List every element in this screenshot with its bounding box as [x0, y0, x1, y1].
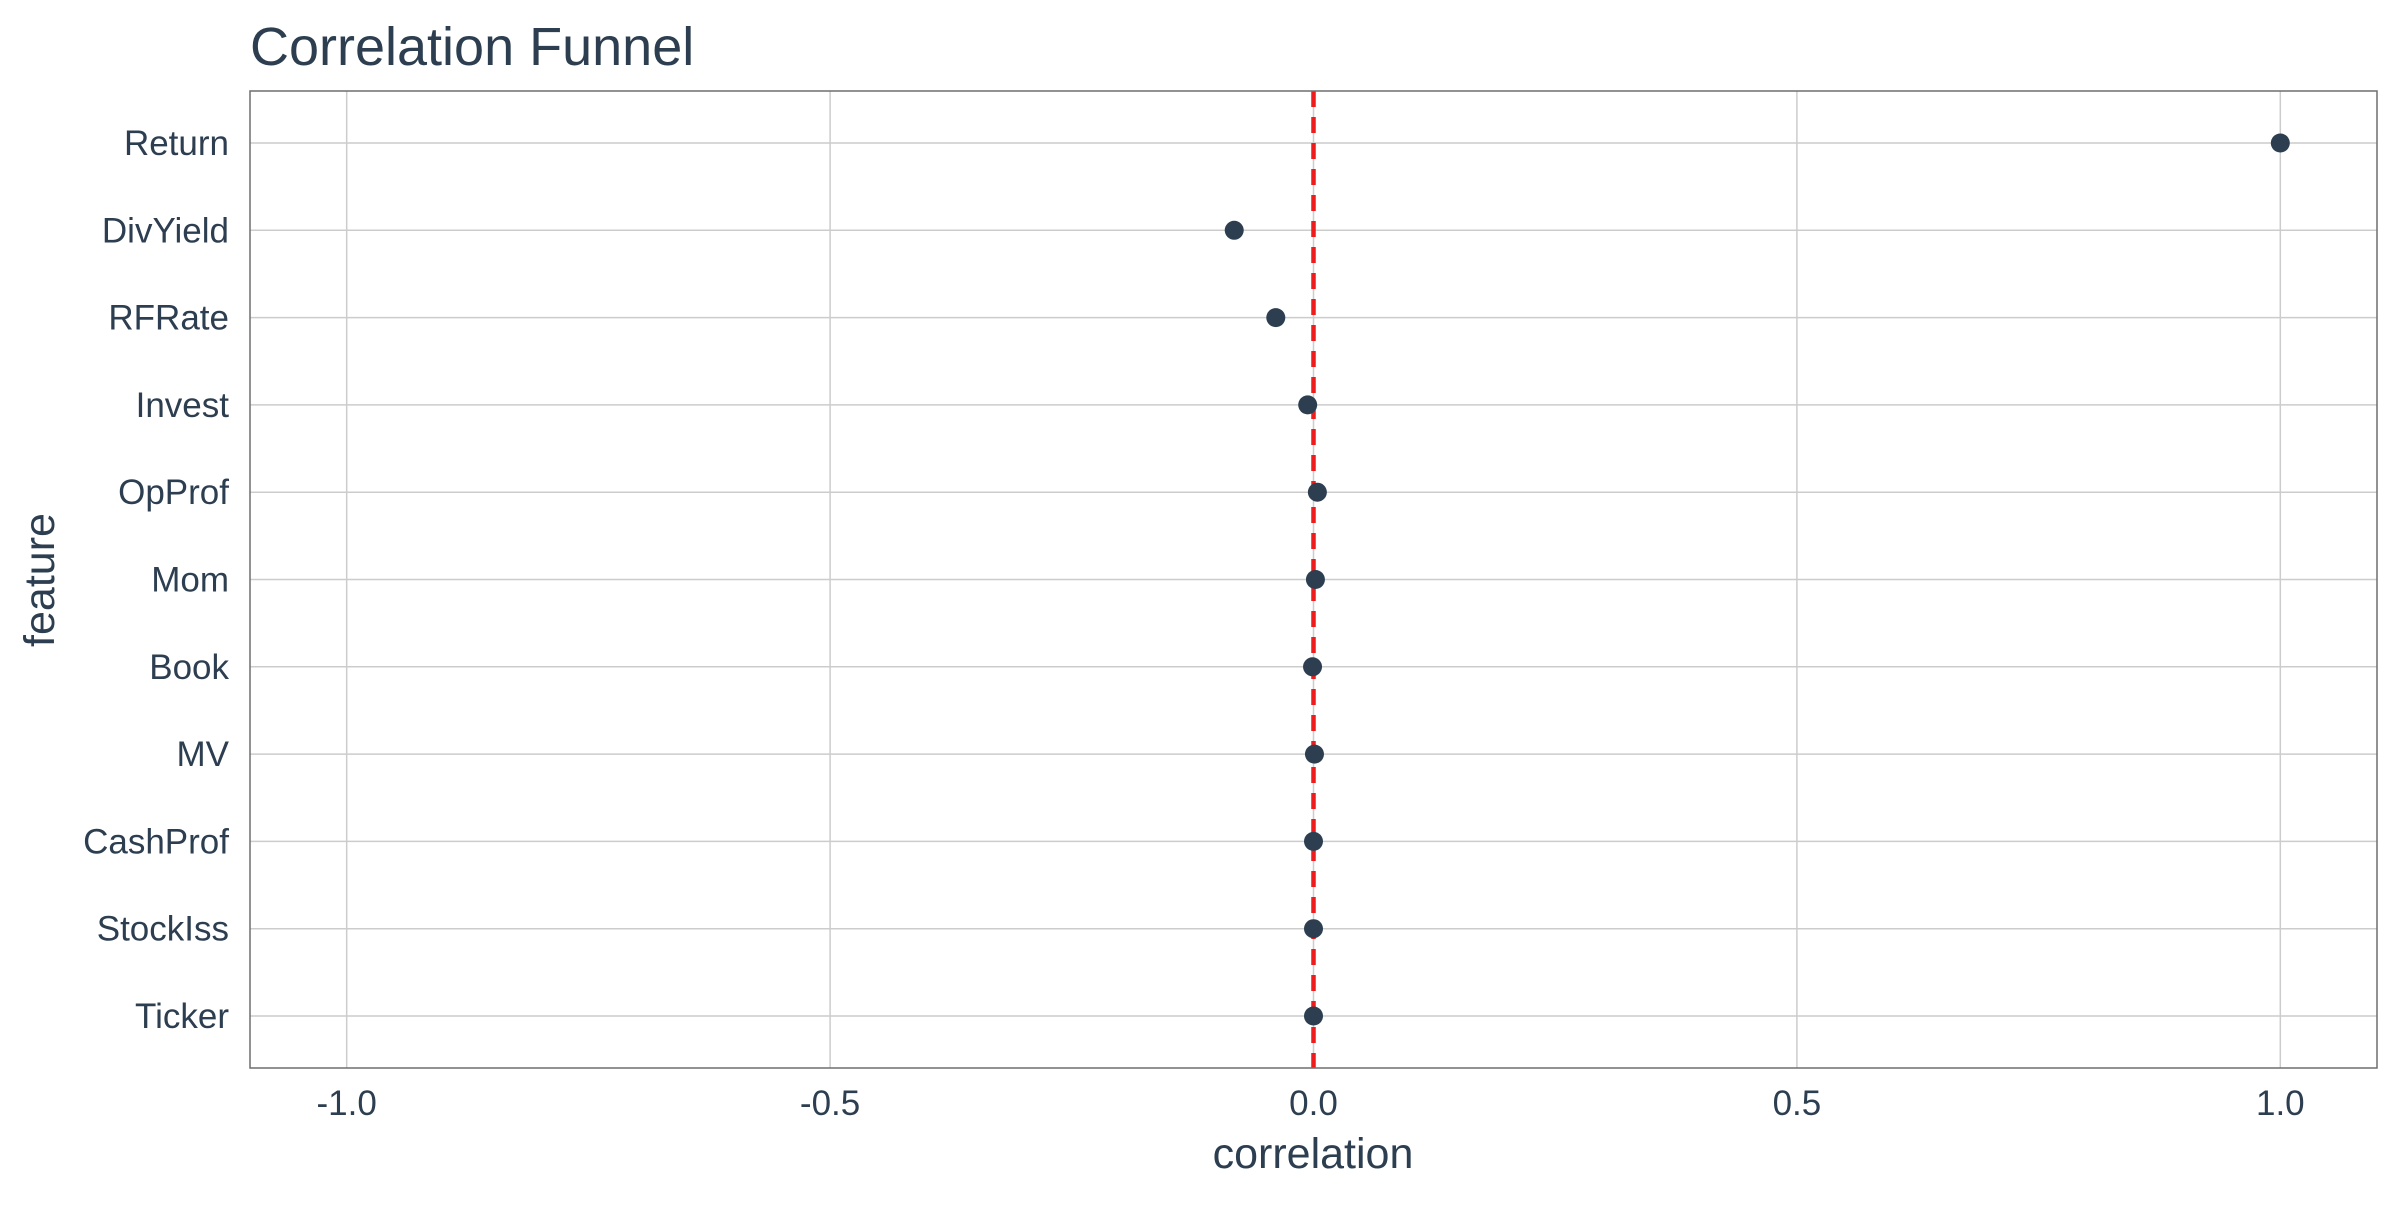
- y-tick-label: Mom: [151, 561, 229, 600]
- data-points: [1224, 133, 2290, 1026]
- data-point-divyield: [1224, 220, 1244, 240]
- plot-panel-border: [249, 90, 2378, 1069]
- y-tick-label: Return: [124, 124, 229, 163]
- x-axis-tick-labels: -1.0 -0.5 0.0 0.5 1.0: [317, 1084, 2305, 1123]
- data-point-ticker: [1304, 1006, 1323, 1026]
- chart-title: Correlation Funnel: [250, 17, 694, 77]
- data-point-mom: [1305, 570, 1325, 589]
- data-point-opprof: [1307, 482, 1327, 502]
- y-tick-label: CashProf: [83, 822, 229, 861]
- y-tick-label: MV: [177, 735, 230, 774]
- x-tick-label: 0.5: [1773, 1084, 1822, 1123]
- y-tick-label: DivYield: [102, 211, 229, 250]
- x-tick-label: 0.0: [1289, 1084, 1338, 1123]
- x-tick-label: -0.5: [800, 1084, 860, 1123]
- data-point-stockiss: [1304, 919, 1323, 939]
- x-tick-label: -1.0: [317, 1084, 377, 1123]
- y-tick-label: OpProf: [118, 473, 229, 512]
- y-tick-label: Book: [149, 648, 229, 687]
- y-tick-label: RFRate: [108, 299, 229, 338]
- data-point-mv: [1304, 744, 1324, 764]
- data-point-invest: [1298, 395, 1318, 415]
- y-tick-label: Invest: [136, 386, 230, 425]
- x-axis-title: correlation: [1213, 1130, 1414, 1178]
- data-point-book: [1303, 657, 1323, 677]
- y-tick-label: Ticker: [135, 997, 229, 1036]
- data-point-cashprof: [1304, 831, 1323, 851]
- y-axis-title: feature: [16, 513, 64, 647]
- data-point-return: [2270, 133, 2290, 153]
- y-axis-tick-labels: Return DivYield RFRate Invest OpProf Mom Book M…: [83, 124, 230, 1036]
- x-tick-label: 1.0: [2256, 1084, 2305, 1123]
- y-tick-label: StockIss: [97, 910, 229, 949]
- data-point-rfrate: [1266, 308, 1286, 328]
